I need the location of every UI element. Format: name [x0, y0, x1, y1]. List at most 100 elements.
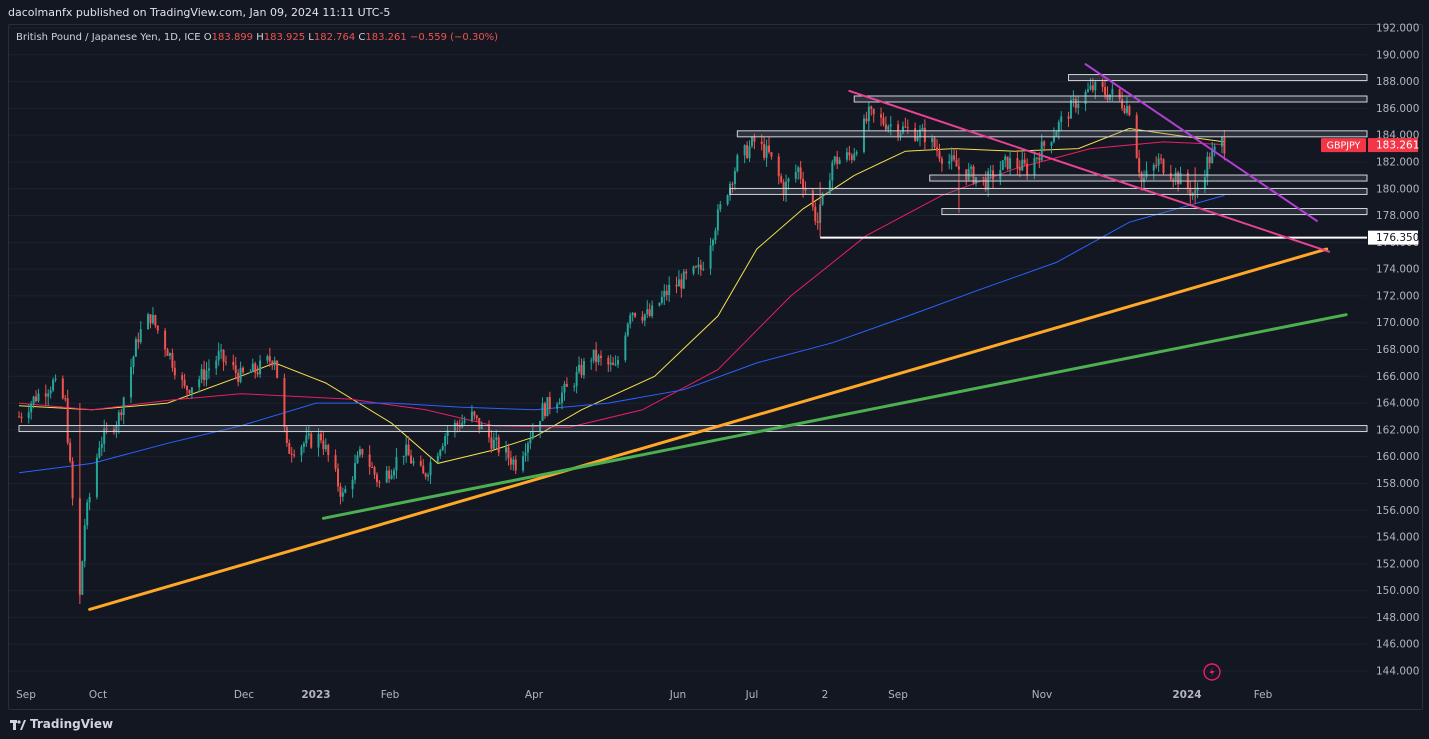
candle-body — [388, 470, 391, 479]
candle-body — [487, 424, 490, 438]
candle-body — [117, 412, 120, 425]
candle-body — [1072, 98, 1075, 100]
lightning-icon[interactable] — [1203, 663, 1221, 681]
candle-body — [1001, 160, 1004, 170]
candle-body — [220, 349, 223, 352]
price-tick-label: 182.000 — [1376, 156, 1419, 168]
resistance-zone — [853, 95, 1368, 103]
candle-body — [716, 209, 719, 231]
candle-body — [914, 128, 917, 141]
candle-body — [1018, 167, 1021, 171]
time-tick-label: Dec — [234, 689, 255, 701]
chart-panel[interactable] — [8, 24, 1423, 710]
candle-body — [1038, 157, 1041, 161]
candle-body — [495, 437, 498, 440]
candle-body — [168, 353, 171, 356]
candle-body — [634, 312, 637, 317]
price-tick-label: 186.000 — [1376, 103, 1419, 115]
candle-body — [931, 138, 934, 143]
trendlines — [88, 63, 1348, 611]
candle-body — [1067, 116, 1070, 119]
candle-body — [699, 264, 702, 270]
candle-body — [750, 137, 753, 147]
candle-body — [232, 361, 235, 366]
close-value: 183.261 — [365, 32, 407, 43]
candle-body — [955, 159, 958, 167]
candle-body — [203, 369, 206, 381]
candle-body — [1060, 116, 1063, 123]
candle-body — [49, 390, 52, 394]
price-tick-label: 170.000 — [1376, 317, 1419, 329]
candle-body — [933, 138, 936, 148]
price-tick-label: 190.000 — [1376, 49, 1419, 61]
candle-body — [617, 360, 620, 365]
candle-body — [1074, 98, 1077, 108]
candle-body — [833, 156, 836, 163]
candle-body — [103, 428, 106, 444]
candle-body — [215, 360, 218, 369]
candle-body — [30, 403, 33, 413]
candle-body — [473, 411, 476, 416]
candle-body — [580, 364, 583, 376]
candle-body — [293, 454, 296, 456]
candle-body — [950, 155, 953, 162]
candle-body — [64, 398, 67, 400]
candle-body — [1035, 157, 1038, 159]
price-tick-label: 172.000 — [1376, 290, 1419, 302]
candle-body — [753, 137, 756, 142]
candle-body — [1172, 179, 1175, 181]
candle-body — [631, 312, 634, 316]
price-tick-label: 160.000 — [1376, 451, 1419, 463]
candle-body — [597, 355, 600, 363]
candle-body — [582, 361, 585, 376]
candle-body — [436, 455, 439, 463]
candle-body — [906, 127, 909, 129]
candle-body — [351, 479, 354, 490]
footer-brand[interactable]: TradingView — [10, 717, 113, 731]
candle-body — [677, 279, 680, 287]
time-tick-label: Sep — [16, 689, 36, 701]
candle-body — [1087, 89, 1090, 92]
candle-body — [105, 428, 108, 430]
candle-body — [322, 440, 325, 450]
candle-body — [1203, 177, 1206, 190]
candle-body — [1155, 165, 1158, 167]
time-tick-label: Nov — [1032, 689, 1053, 701]
candle-body — [712, 240, 715, 246]
candle-body — [509, 458, 512, 465]
candle-body — [1145, 170, 1148, 178]
candle-body — [889, 124, 892, 127]
ticker-tag-label: GBPJPY — [1327, 141, 1361, 152]
pink-trendline — [848, 89, 1331, 253]
candle-body — [665, 290, 668, 296]
tradingview-logo-icon — [10, 719, 26, 730]
candle-body — [497, 437, 500, 453]
candle-body — [205, 370, 208, 381]
price-tick-label: 162.000 — [1376, 424, 1419, 436]
candle-body — [507, 447, 510, 459]
change-value: −0.559 (−0.30%) — [409, 32, 499, 43]
candle-body — [872, 108, 875, 115]
candle-body — [378, 482, 381, 484]
resistance-zone — [941, 208, 1368, 216]
candle-body — [27, 412, 30, 419]
candle-body — [1208, 156, 1211, 164]
candle-body — [626, 323, 629, 336]
candle-body — [1084, 91, 1087, 104]
candle-body — [207, 368, 210, 371]
candle-body — [490, 437, 493, 449]
candle-body — [736, 155, 739, 172]
time-tick-label: Oct — [89, 689, 107, 701]
candle-body — [71, 461, 74, 499]
candle-body — [327, 444, 330, 456]
candle-body — [743, 145, 746, 156]
candle-body — [1177, 172, 1180, 185]
candle-body — [575, 371, 578, 387]
candle-body — [524, 452, 527, 456]
candle-body — [237, 372, 240, 382]
candle-body — [546, 397, 549, 417]
candle-body — [1143, 177, 1146, 182]
candle-body — [273, 360, 276, 366]
candle-body — [599, 355, 602, 359]
